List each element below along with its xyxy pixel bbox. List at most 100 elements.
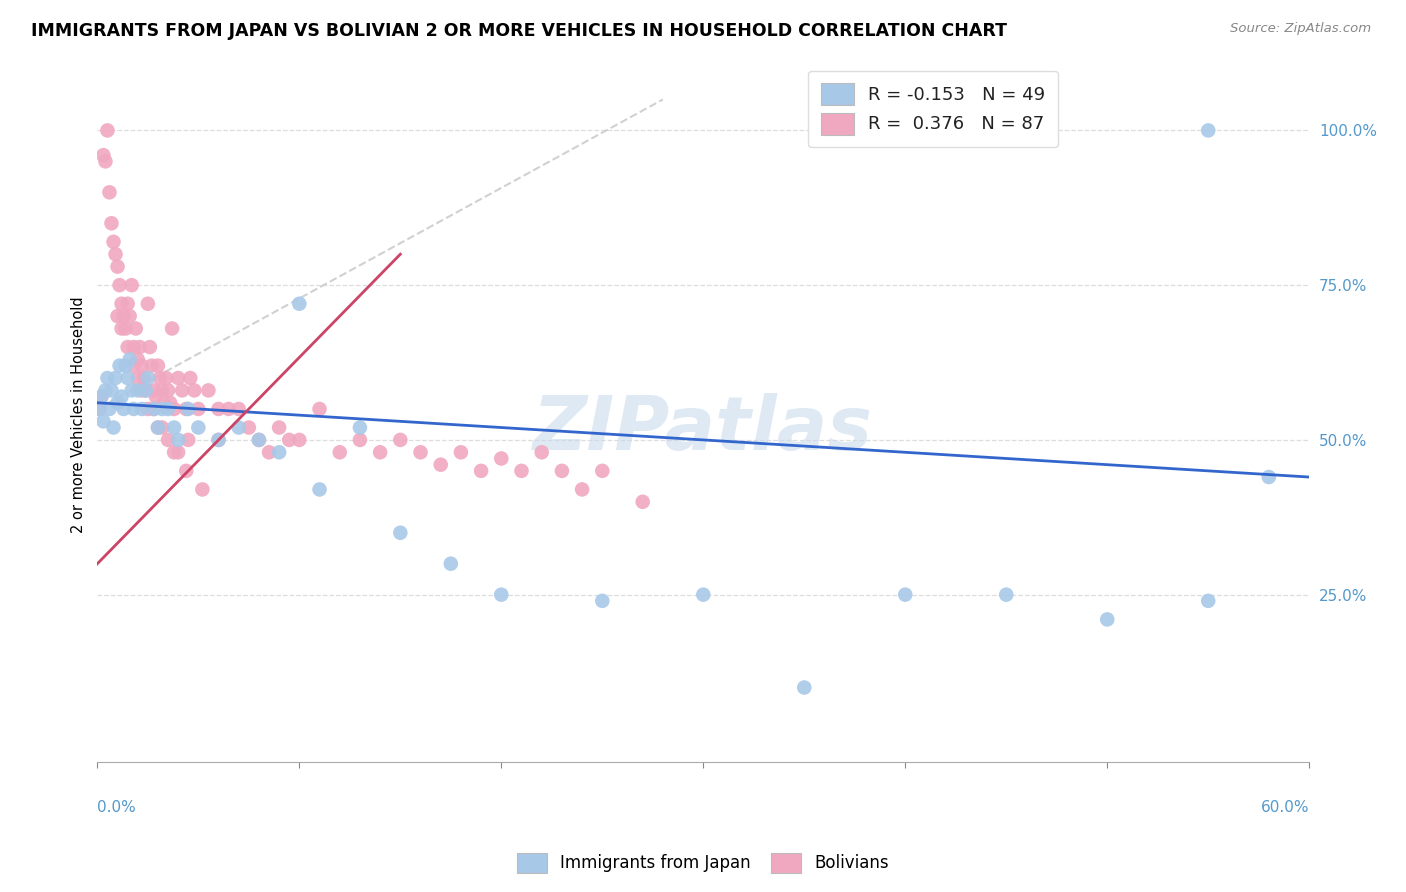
Point [127, 371, 149, 385]
Point [94, 384, 117, 398]
Point [329, 445, 352, 459]
Point [247, 433, 270, 447]
Point [136, 401, 159, 416]
Point [157, 401, 180, 416]
Point [127, 352, 149, 367]
Point [349, 433, 371, 447]
Text: ZIPatlas: ZIPatlas [533, 392, 873, 466]
Point [269, 420, 291, 434]
Point [174, 401, 197, 416]
Point [153, 396, 176, 410]
Point [187, 401, 209, 416]
Point [163, 420, 186, 434]
Point [207, 401, 229, 416]
Point [238, 420, 260, 434]
Point [110, 297, 132, 311]
Point [107, 309, 129, 323]
Point [278, 433, 301, 447]
Point [114, 359, 136, 373]
Point [146, 420, 169, 434]
Point [257, 445, 280, 459]
Point [172, 384, 194, 398]
Point [131, 384, 153, 398]
Point [125, 321, 148, 335]
Point [389, 525, 412, 540]
Point [108, 359, 131, 373]
Point [117, 297, 139, 311]
Point [228, 420, 250, 434]
Point [146, 359, 169, 373]
Point [136, 371, 159, 385]
Point [100, 216, 122, 230]
Point [167, 433, 190, 447]
Point [117, 340, 139, 354]
Point [167, 445, 190, 459]
Point [440, 557, 463, 571]
Point [159, 396, 181, 410]
Point [308, 401, 330, 416]
Point [368, 445, 391, 459]
Point [110, 321, 132, 335]
Legend: R = -0.153   N = 49, R =  0.376   N = 87: R = -0.153 N = 49, R = 0.376 N = 87 [808, 70, 1057, 147]
Point [150, 384, 173, 398]
Point [135, 384, 157, 398]
Point [150, 420, 173, 434]
Point [429, 458, 451, 472]
Text: IMMIGRANTS FROM JAPAN VS BOLIVIAN 2 OR MORE VEHICLES IN HOUSEHOLD CORRELATION CH: IMMIGRANTS FROM JAPAN VS BOLIVIAN 2 OR M… [31, 22, 1007, 40]
Point [132, 371, 155, 385]
Point [139, 340, 162, 354]
Point [1097, 612, 1119, 626]
Point [218, 401, 240, 416]
Point [104, 247, 127, 261]
Point [591, 594, 613, 608]
Point [108, 278, 131, 293]
Legend: Immigrants from Japan, Bolivians: Immigrants from Japan, Bolivians [510, 847, 896, 880]
Point [89, 401, 111, 416]
Point [94, 154, 117, 169]
Point [100, 384, 122, 398]
Point [89, 401, 111, 416]
Text: Source: ZipAtlas.com: Source: ZipAtlas.com [1230, 22, 1371, 36]
Point [160, 321, 183, 335]
Point [269, 445, 291, 459]
Point [197, 384, 219, 398]
Point [146, 420, 169, 434]
Point [122, 401, 145, 416]
Point [98, 186, 121, 200]
Text: 60.0%: 60.0% [1261, 800, 1309, 815]
Point [450, 445, 472, 459]
Point [551, 464, 574, 478]
Point [510, 464, 533, 478]
Point [131, 359, 153, 373]
Point [177, 433, 200, 447]
Point [142, 384, 165, 398]
Point [389, 433, 412, 447]
Point [128, 340, 150, 354]
Point [692, 588, 714, 602]
Point [103, 420, 125, 434]
Point [163, 401, 186, 416]
Point [631, 495, 654, 509]
Point [145, 390, 167, 404]
Point [122, 340, 145, 354]
Point [207, 433, 229, 447]
Point [142, 401, 165, 416]
Point [127, 384, 149, 398]
Point [121, 384, 143, 398]
Point [98, 401, 121, 416]
Point [167, 371, 190, 385]
Point [177, 401, 200, 416]
Point [112, 401, 135, 416]
Point [183, 384, 205, 398]
Point [179, 371, 201, 385]
Point [118, 352, 141, 367]
Point [131, 401, 153, 416]
Point [288, 297, 311, 311]
Point [122, 359, 145, 373]
Point [1197, 123, 1219, 137]
Point [530, 445, 553, 459]
Point [1257, 470, 1279, 484]
Point [141, 359, 163, 373]
Point [409, 445, 432, 459]
Point [491, 451, 513, 466]
